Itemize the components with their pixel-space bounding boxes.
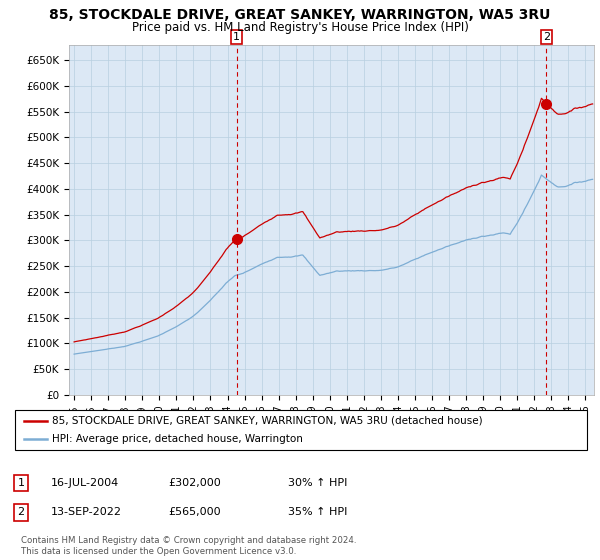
Text: 1: 1	[233, 32, 240, 42]
FancyBboxPatch shape	[15, 410, 587, 450]
Text: HPI: Average price, detached house, Warrington: HPI: Average price, detached house, Warr…	[52, 434, 303, 444]
Text: £565,000: £565,000	[168, 507, 221, 517]
Text: 16-JUL-2004: 16-JUL-2004	[51, 478, 119, 488]
Text: 2: 2	[17, 507, 25, 517]
Text: 35% ↑ HPI: 35% ↑ HPI	[288, 507, 347, 517]
Text: Price paid vs. HM Land Registry's House Price Index (HPI): Price paid vs. HM Land Registry's House …	[131, 21, 469, 34]
Text: 30% ↑ HPI: 30% ↑ HPI	[288, 478, 347, 488]
Text: 85, STOCKDALE DRIVE, GREAT SANKEY, WARRINGTON, WA5 3RU: 85, STOCKDALE DRIVE, GREAT SANKEY, WARRI…	[49, 8, 551, 22]
Text: 13-SEP-2022: 13-SEP-2022	[51, 507, 122, 517]
Text: £302,000: £302,000	[168, 478, 221, 488]
Text: 1: 1	[17, 478, 25, 488]
Text: 2: 2	[543, 32, 550, 42]
Text: Contains HM Land Registry data © Crown copyright and database right 2024.
This d: Contains HM Land Registry data © Crown c…	[21, 536, 356, 556]
Text: 85, STOCKDALE DRIVE, GREAT SANKEY, WARRINGTON, WA5 3RU (detached house): 85, STOCKDALE DRIVE, GREAT SANKEY, WARRI…	[52, 416, 483, 426]
